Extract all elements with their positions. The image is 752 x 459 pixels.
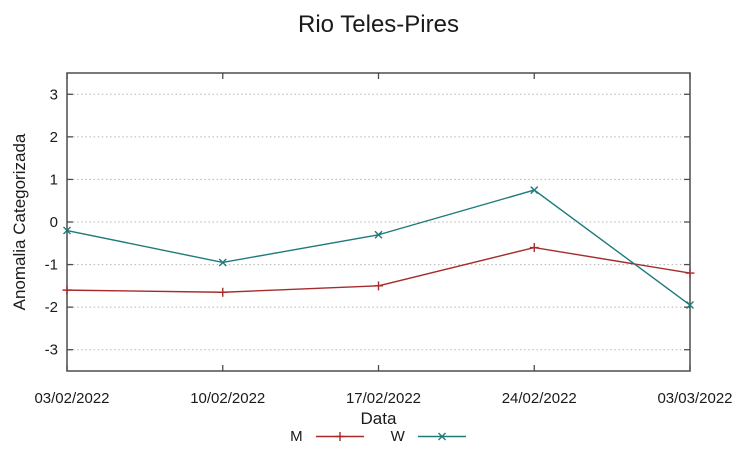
y-tick-label: 0 (50, 214, 58, 231)
plus-marker-icon (218, 287, 228, 297)
x-axis-label: Data (360, 409, 397, 428)
cross-marker-icon (686, 301, 694, 310)
legend-sample-w (417, 432, 466, 441)
y-tick-label: -1 (45, 257, 58, 274)
plot-border (66, 72, 691, 372)
legend-sample-m (315, 432, 364, 441)
legend-label-w: W (390, 428, 405, 445)
x-tick-label: 03/03/2022 (657, 390, 732, 407)
cross-marker-icon (374, 230, 383, 239)
y-tick-label: 1 (50, 171, 58, 188)
x-tick-label: 24/02/2022 (502, 390, 577, 407)
chart-title: Rio Teles-Pires (298, 11, 459, 38)
legend-item-m: M (290, 428, 365, 445)
legend: M W (67, 428, 690, 445)
x-tick-label: 03/02/2022 (34, 390, 109, 407)
cross-marker-icon (530, 186, 539, 195)
cross-marker-icon (437, 432, 446, 441)
legend-label-m: M (290, 428, 303, 445)
cross-marker-icon (218, 258, 227, 267)
y-tick-label: -2 (45, 299, 58, 316)
y-axis-label: Anomalia Categorizada (10, 133, 29, 311)
plus-marker-icon (62, 285, 72, 295)
plus-marker-icon (335, 432, 345, 441)
x-tick-label: 17/02/2022 (346, 390, 421, 407)
plus-marker-icon (529, 243, 539, 253)
plus-marker-icon (685, 268, 695, 278)
y-tick-label: 2 (50, 129, 58, 146)
y-tick-label: 3 (50, 86, 58, 103)
plus-marker-icon (374, 281, 383, 291)
legend-item-w: W (391, 428, 467, 445)
y-tick-label: -3 (45, 342, 58, 359)
x-tick-label: 10/02/2022 (190, 390, 265, 407)
cross-marker-icon (63, 226, 71, 235)
